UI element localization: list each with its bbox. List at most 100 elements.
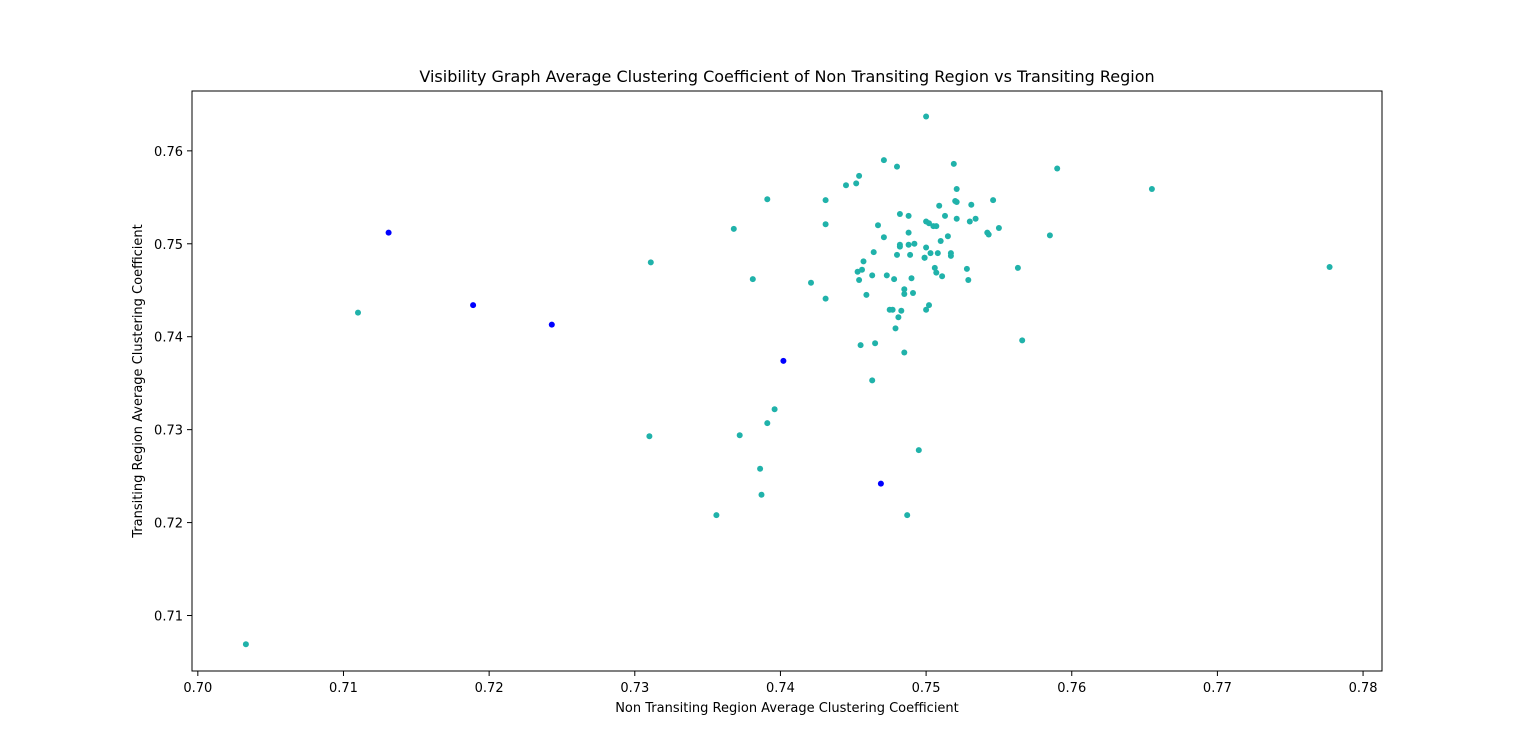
data-point-s0-30 <box>875 222 881 229</box>
data-point-s0-48 <box>904 512 911 519</box>
data-point-s0-10 <box>764 196 771 203</box>
data-point-s0-62 <box>923 306 930 313</box>
data-point-s0-91 <box>995 225 1002 231</box>
data-point-s0-28 <box>870 249 877 256</box>
data-point-s0-61 <box>923 113 930 120</box>
data-point-s0-64 <box>926 220 932 227</box>
data-point-s0-72 <box>937 238 944 244</box>
data-point-s1-3 <box>780 357 787 364</box>
data-point-s0-40 <box>895 314 902 321</box>
data-point-s0-52 <box>907 251 914 258</box>
data-point-s0-75 <box>944 233 951 240</box>
data-point-s0-0 <box>242 641 249 648</box>
x-tick-label: 0.75 <box>912 681 941 696</box>
data-point-s0-23 <box>859 266 865 273</box>
data-point-s0-29 <box>872 340 879 347</box>
data-point-s0-9 <box>758 491 765 498</box>
data-point-s0-82 <box>953 199 960 205</box>
x-tick-label: 0.74 <box>766 681 795 696</box>
x-tick-label: 0.72 <box>475 681 504 696</box>
data-point-s0-27 <box>869 377 876 384</box>
plot-area-frame <box>191 90 1383 672</box>
data-point-s0-31 <box>880 157 887 164</box>
data-point-s0-80 <box>953 215 960 222</box>
data-point-s1-0 <box>385 229 392 236</box>
data-point-s0-2 <box>646 433 653 440</box>
data-point-s0-33 <box>883 272 890 279</box>
data-point-s0-96 <box>1148 186 1155 192</box>
data-point-s0-63 <box>926 302 932 309</box>
data-point-s0-17 <box>843 182 849 189</box>
data-point-s0-46 <box>901 286 908 293</box>
data-point-s0-3 <box>647 259 654 266</box>
data-point-s0-56 <box>915 447 922 454</box>
x-tick-label: 0.73 <box>620 681 649 696</box>
data-point-s0-89 <box>985 231 992 238</box>
data-point-s0-16 <box>822 295 829 302</box>
data-point-s0-12 <box>771 406 778 413</box>
data-point-s0-90 <box>990 197 997 204</box>
data-point-s0-14 <box>822 197 829 204</box>
data-point-s0-11 <box>764 420 771 427</box>
data-point-s0-15 <box>822 221 829 228</box>
data-point-s0-94 <box>1046 232 1053 239</box>
x-tick-label: 0.77 <box>1203 681 1232 696</box>
data-point-s0-78 <box>950 160 957 167</box>
y-tick-label: 0.73 <box>154 424 183 439</box>
y-tick-label: 0.76 <box>154 145 183 160</box>
data-point-s0-55 <box>911 240 918 247</box>
data-point-s0-21 <box>856 277 863 283</box>
data-point-s0-70 <box>934 250 941 257</box>
y-axis-title: Transiting Region Average Clustering Coe… <box>131 224 146 539</box>
data-point-s0-7 <box>749 276 756 283</box>
data-point-s0-84 <box>965 277 972 283</box>
data-point-s0-32 <box>880 234 887 241</box>
data-point-s0-36 <box>891 276 898 283</box>
data-point-s0-51 <box>905 229 912 236</box>
y-axis-ticks: 0.71 0.72 0.73 0.74 0.75 0.76 <box>154 145 192 625</box>
data-point-s0-67 <box>931 264 938 271</box>
data-point-s1-1 <box>470 302 477 309</box>
data-point-s0-20 <box>856 172 863 179</box>
x-tick-label: 0.71 <box>329 681 358 696</box>
data-point-s0-49 <box>905 241 912 248</box>
data-point-s0-77 <box>947 252 954 259</box>
data-point-s0-39 <box>894 251 900 258</box>
data-point-s1-2 <box>548 321 555 328</box>
data-point-s0-5 <box>730 225 737 232</box>
data-point-s0-37 <box>892 325 899 332</box>
data-point-s0-73 <box>939 273 946 280</box>
data-point-s0-95 <box>1054 165 1061 172</box>
y-tick-label: 0.71 <box>154 610 183 625</box>
data-point-s0-71 <box>936 202 943 209</box>
data-point-s0-68 <box>933 223 940 230</box>
data-point-s0-93 <box>1019 337 1026 344</box>
data-point-s0-50 <box>905 212 912 219</box>
data-point-s0-1 <box>355 309 361 316</box>
data-point-s0-8 <box>757 465 764 472</box>
x-tick-label: 0.76 <box>1057 681 1086 696</box>
chart-title: Visibility Graph Average Clustering Coef… <box>419 67 1154 86</box>
data-point-s0-92 <box>1014 264 1021 271</box>
data-point-s0-45 <box>901 349 908 356</box>
data-point-s0-74 <box>942 212 948 219</box>
data-point-s0-58 <box>921 254 928 261</box>
data-point-s0-81 <box>953 186 960 192</box>
points-layer <box>242 113 1333 648</box>
data-point-s0-83 <box>963 265 970 272</box>
data-point-s0-6 <box>736 432 743 439</box>
data-point-s0-53 <box>908 275 915 282</box>
data-point-s0-18 <box>853 180 860 187</box>
data-point-s0-22 <box>857 342 864 349</box>
data-point-s0-24 <box>860 258 867 265</box>
data-point-s0-97 <box>1326 264 1333 270</box>
data-point-s0-38 <box>894 163 900 170</box>
data-point-s0-35 <box>889 306 896 313</box>
data-point-s1-4 <box>877 480 884 487</box>
x-tick-label: 0.78 <box>1349 681 1378 696</box>
data-point-s0-47 <box>901 291 908 297</box>
data-point-s0-13 <box>808 279 814 286</box>
data-point-s0-4 <box>713 512 720 519</box>
